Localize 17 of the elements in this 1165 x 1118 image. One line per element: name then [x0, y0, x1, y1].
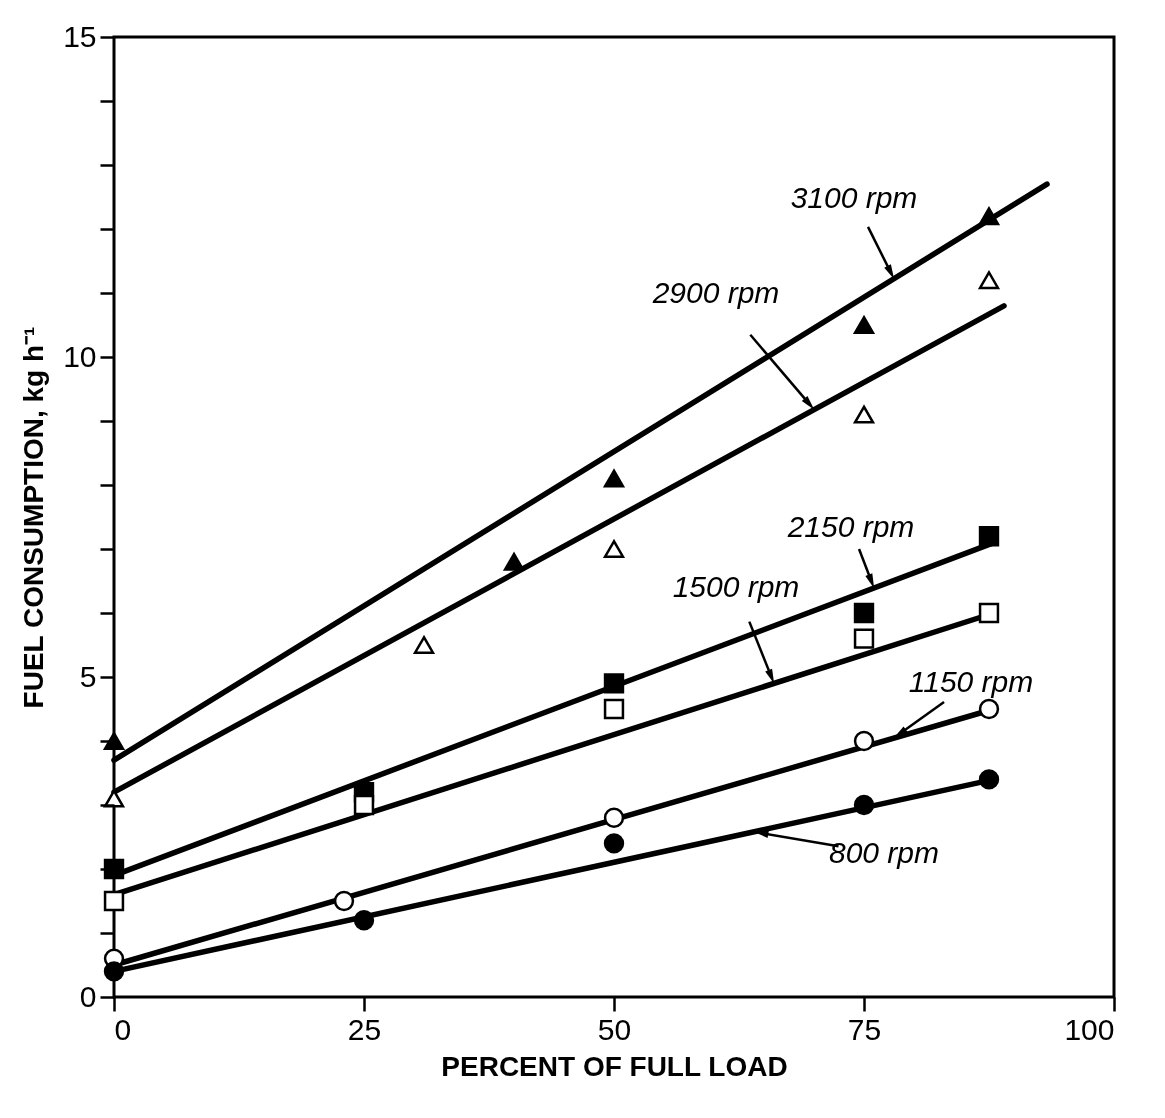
annotation: 2900 rpm — [651, 276, 780, 310]
annotation: 800 rpm — [828, 835, 940, 869]
y-tick-label: 5 — [79, 659, 97, 693]
y-tick-label: 0 — [79, 979, 97, 1013]
annotation: 1500 rpm — [672, 570, 800, 604]
annotation: 3100 rpm — [790, 180, 918, 214]
x-tick-label: 75 — [847, 1012, 882, 1046]
y-axis-title: FUEL CONSUMPTION, kg h⁻¹ — [18, 326, 50, 709]
annotation: 2150 rpm — [786, 510, 915, 544]
x-axis-title: PERCENT OF FULL LOAD — [441, 1050, 788, 1082]
x-tick-label: 0 — [114, 1012, 132, 1046]
x-tick-label: 100 — [1064, 1012, 1115, 1046]
annotation: 1150 rpm — [908, 664, 1034, 698]
y-tick-label: 10 — [63, 339, 97, 373]
x-tick-label: 50 — [597, 1012, 632, 1046]
y-tick-label: 15 — [63, 19, 97, 53]
x-tick-label: 25 — [347, 1012, 382, 1046]
